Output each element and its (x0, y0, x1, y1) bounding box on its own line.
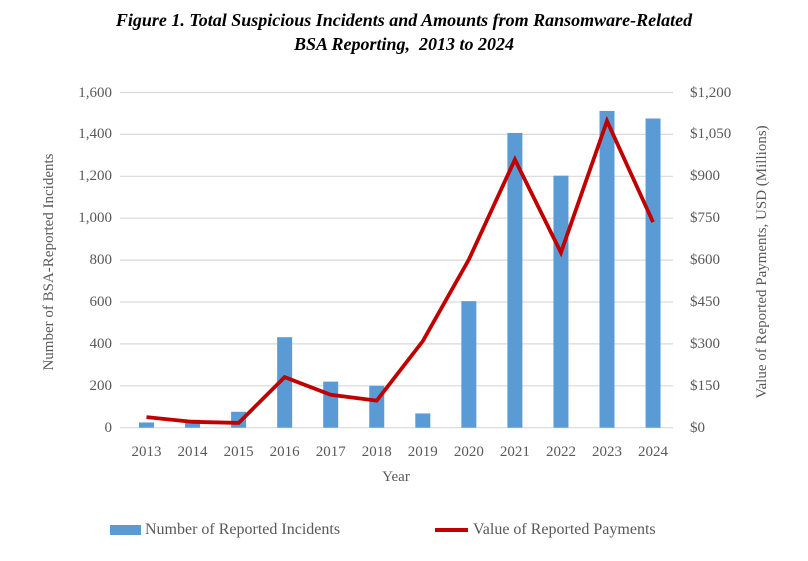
x-axis-tick: 2018 (361, 444, 392, 460)
right-axis-tick: $900 (690, 168, 720, 185)
left-axis-tick: 1,000 (78, 210, 112, 227)
right-axis-tick: $0 (690, 419, 705, 436)
x-axis-tick: 2022 (545, 444, 576, 460)
right-axis-tick: $750 (690, 210, 720, 227)
figure-title: Figure 1. Total Suspicious Incidents and… (0, 8, 808, 56)
chart-plot-area (120, 91, 673, 429)
bar-2024 (645, 118, 661, 428)
left-axis-tick: 200 (89, 377, 113, 394)
legend-item-payments: Value of Reported Payments (435, 521, 656, 539)
right-axis-tick: $300 (690, 335, 720, 352)
left-axis-tick: 0 (104, 419, 113, 436)
bar-2017 (323, 381, 339, 428)
bar-2021 (507, 132, 523, 428)
bar-2022 (553, 175, 569, 428)
left-axis-tick: 1,200 (78, 168, 112, 185)
left-axis-tick: 1,400 (78, 126, 112, 143)
legend-item-incidents: Number of Reported Incidents (110, 521, 340, 539)
x-axis-tick: 2014 (177, 444, 208, 460)
x-axis-tick: 2024 (638, 444, 669, 460)
left-axis-title: Number of BSA-Reported Incidents (41, 153, 57, 371)
figure-title-line1: Figure 1. Total Suspicious Incidents and… (115, 10, 693, 30)
right-axis-tick: $450 (690, 294, 720, 310)
bar-2013 (139, 422, 154, 428)
x-axis-tick: 2019 (407, 444, 438, 460)
right-axis-title: Value of Reported Payments, USD (Million… (754, 125, 770, 399)
left-axis-tick: 400 (89, 335, 113, 352)
incidents-bar-swatch-icon (110, 525, 141, 535)
bar-2019 (415, 413, 431, 428)
bar-2016 (277, 337, 293, 428)
payments-line (146, 115, 655, 425)
payments-legend-label: Value of Reported Payments (473, 521, 656, 538)
payments-line-swatch-icon (435, 528, 468, 532)
x-axis-tick: 2020 (453, 444, 484, 460)
right-axis-tick: $1,200 (690, 84, 732, 101)
left-axis-tick: 600 (89, 294, 113, 310)
left-axis-tick: 800 (89, 252, 113, 269)
x-axis-tick: 2016 (269, 444, 300, 460)
right-axis-tick: $150 (690, 377, 720, 394)
figure-title-line2: BSA Reporting, 2013 to 2024 (293, 34, 515, 54)
left-axis-tick: 1,600 (78, 84, 112, 101)
right-axis-tick: $1,050 (690, 126, 732, 143)
bar-2023 (599, 110, 615, 428)
bar-2020 (461, 301, 477, 428)
right-axis-tick: $600 (690, 252, 720, 269)
x-axis-tick: 2015 (223, 444, 254, 460)
x-axis-tick: 2021 (499, 444, 530, 460)
x-axis-tick: 2017 (315, 444, 346, 460)
x-axis-tick: 2023 (592, 444, 622, 460)
x-axis-title: Year (382, 469, 410, 485)
incidents-legend-label: Number of Reported Incidents (145, 521, 341, 538)
x-axis-tick: 2013 (131, 444, 162, 460)
